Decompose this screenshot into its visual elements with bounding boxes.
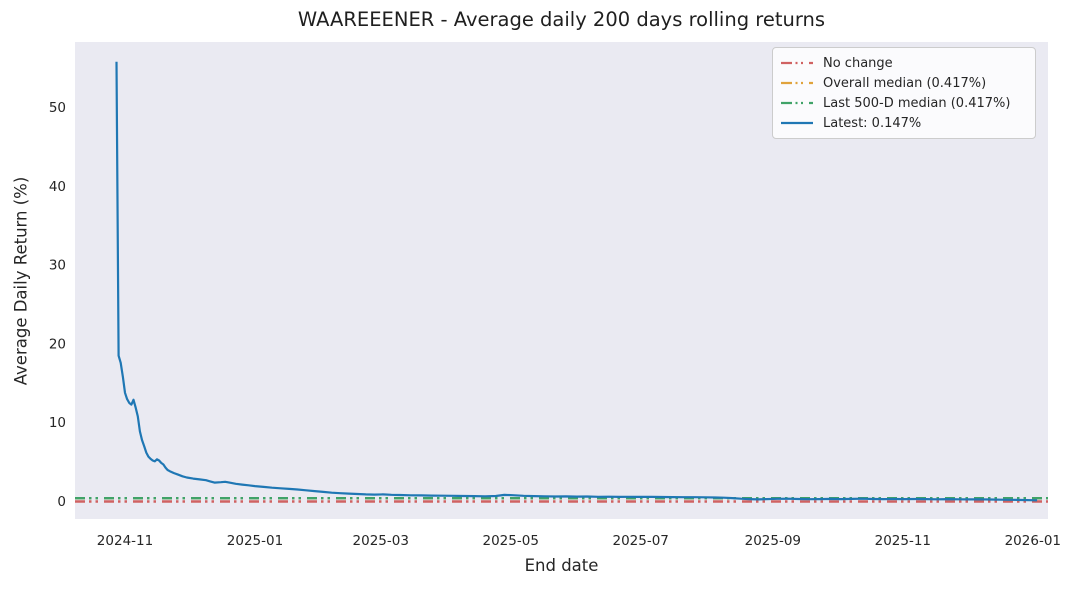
legend-label: Last 500-D median (0.417%) xyxy=(823,95,1011,111)
legend-label: Overall median (0.417%) xyxy=(823,75,987,91)
legend-item-latest: Latest: 0.147% xyxy=(779,113,1027,133)
x-tick-label: 2026-01 xyxy=(1005,533,1061,549)
no-change-line-swatch-icon xyxy=(781,61,813,65)
y-axis-label: Average Daily Return (%) xyxy=(11,176,31,386)
legend: No change Overall median (0.417%) Last 5… xyxy=(772,47,1036,139)
x-tick-label: 2025-11 xyxy=(875,533,931,549)
x-tick-label: 2024-11 xyxy=(97,533,153,549)
last-500d-median-line-swatch-icon xyxy=(781,101,813,105)
overall-median-line-swatch-icon xyxy=(781,81,813,85)
x-tick-label: 2025-09 xyxy=(745,533,801,549)
y-tick-label: 10 xyxy=(49,415,66,431)
series-line xyxy=(115,61,1038,502)
y-tick-label: 0 xyxy=(57,494,66,510)
y-tick-label: 50 xyxy=(49,100,66,116)
legend-label: No change xyxy=(823,55,893,71)
x-tick-label: 2025-07 xyxy=(612,533,668,549)
legend-item-last-500d-median: Last 500-D median (0.417%) xyxy=(779,93,1027,113)
legend-label: Latest: 0.147% xyxy=(823,115,922,131)
legend-item-overall-median: Overall median (0.417%) xyxy=(779,73,1027,93)
y-tick-label: 20 xyxy=(49,336,66,352)
chart-title: WAAREEENER - Average daily 200 days roll… xyxy=(297,8,826,31)
y-tick-label: 30 xyxy=(49,258,66,274)
y-tick-label: 40 xyxy=(49,179,66,195)
x-tick-label: 2025-05 xyxy=(483,533,539,549)
latest-line-swatch-icon xyxy=(781,121,813,125)
x-tick-label: 2025-03 xyxy=(353,533,409,549)
x-axis-label: End date xyxy=(524,556,599,575)
x-tick-label: 2025-01 xyxy=(227,533,283,549)
legend-item-no-change: No change xyxy=(779,53,1027,73)
